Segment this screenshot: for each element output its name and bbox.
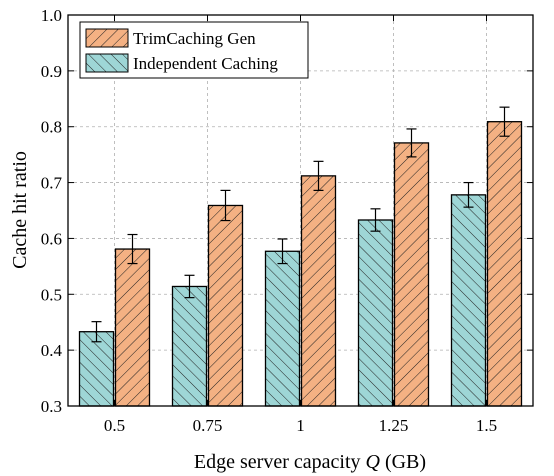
x-axis-title: Edge server capacity Q (GB) <box>194 451 426 473</box>
bar-outline <box>300 175 337 407</box>
x-tick-label: 1.5 <box>476 416 497 435</box>
bars <box>78 121 523 407</box>
bar-outline <box>486 121 523 407</box>
y-axis-title: Cache hit ratio <box>9 151 31 269</box>
y-tick-label: 0.5 <box>41 285 62 304</box>
x-tick-label: 1.25 <box>379 416 409 435</box>
bar-outline <box>114 248 151 407</box>
legend-entry-trimcaching: TrimCaching Gen <box>85 28 256 48</box>
bar-outline <box>207 204 244 407</box>
bar-outline <box>450 194 487 407</box>
legend: TrimCaching Gen Independent Caching <box>79 21 309 79</box>
legend-label-trimcaching: TrimCaching Gen <box>133 29 256 48</box>
error-bars <box>91 106 510 343</box>
y-tick-label: 0.7 <box>41 174 63 193</box>
y-tick-label: 0.8 <box>41 118 62 137</box>
y-axis: 0.3 0.4 0.5 0.6 0.7 0.8 0.9 1.0 <box>41 6 533 416</box>
x-axis: 0.5 0.75 1 1.25 1.5 <box>104 15 497 435</box>
x-tick-label: 0.5 <box>104 416 125 435</box>
y-tick-label: 0.3 <box>41 397 62 416</box>
bar-outline <box>171 285 208 407</box>
y-tick-label: 1.0 <box>41 6 62 25</box>
bar-outline <box>264 250 301 407</box>
y-tick-label: 0.4 <box>41 341 63 360</box>
x-tick-label: 1 <box>296 416 305 435</box>
bar-outline <box>78 331 115 407</box>
legend-label-independent: Independent Caching <box>133 54 278 73</box>
x-tick-label: 0.75 <box>193 416 223 435</box>
legend-swatch-trimcaching-hatch <box>85 28 129 48</box>
legend-entry-independent: Independent Caching <box>85 53 278 73</box>
y-tick-label: 0.6 <box>41 229 62 248</box>
bar-outline <box>357 219 394 407</box>
bar-outline <box>393 142 430 407</box>
legend-swatch-independent-hatch <box>85 53 129 73</box>
gridlines <box>68 15 533 406</box>
y-tick-label: 0.9 <box>41 62 62 81</box>
